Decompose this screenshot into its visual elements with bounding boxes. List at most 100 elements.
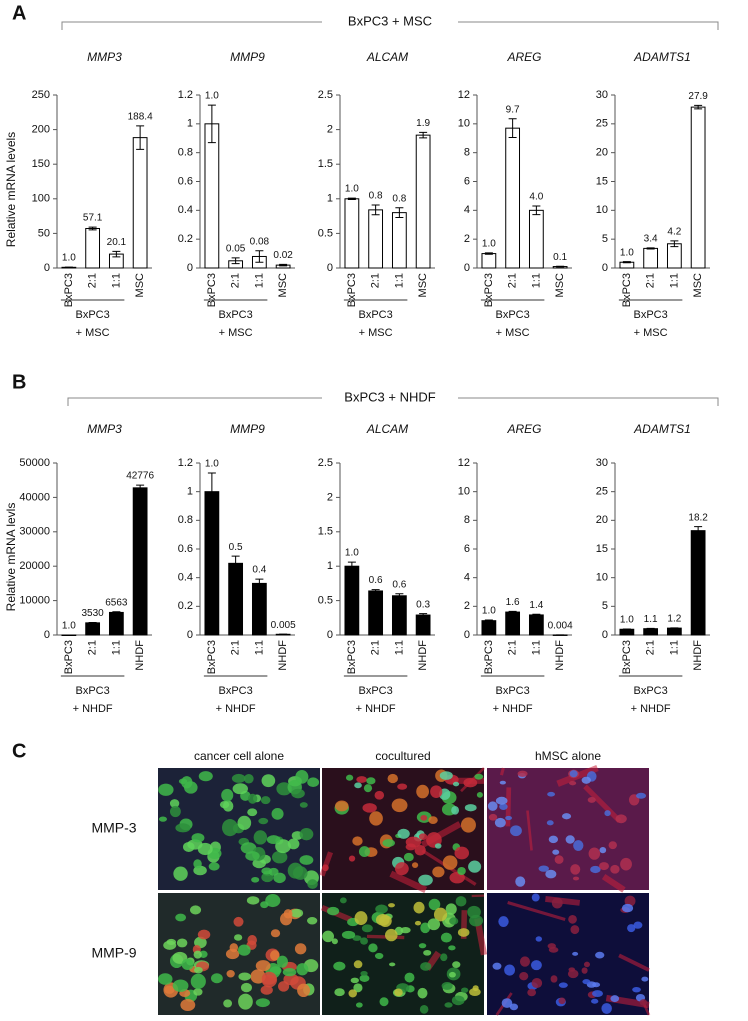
x-tick-label: 1:1 [110,273,122,288]
group-label: + NHDF [216,703,256,715]
y-tick-label: 0 [44,629,50,641]
cell [333,961,346,971]
error-bar [371,589,380,593]
cell [455,896,467,907]
cell [362,803,377,813]
micrograph-background [487,893,649,1015]
group-label: BxPC3 [496,685,530,697]
cell [191,833,205,843]
cell [432,866,445,878]
value-label: 6563 [105,597,128,608]
y-tick-label: 10 [596,204,608,216]
cell [442,855,458,870]
y-tick-label: 15 [596,175,608,187]
error-bar [622,628,631,631]
bar [505,611,521,636]
cell [180,998,196,1011]
cell [358,846,370,857]
fiber [545,896,581,906]
bar [132,487,148,636]
x-tick-label: 1:1 [253,640,265,655]
cell [572,951,579,956]
group-label: BxPC3 [496,309,530,321]
error-bar [347,561,356,571]
bar [666,627,682,636]
cell [158,816,167,822]
cell [369,811,383,826]
bar [85,227,101,269]
y-tick-label: 1 [327,193,333,205]
cell [292,866,308,880]
cell [247,808,258,817]
cell [299,855,314,865]
y-tick-label: 12 [458,89,470,101]
y-tick-label: 250 [32,89,50,101]
cell [565,835,575,844]
micrograph [320,893,488,1015]
fiber [499,767,505,776]
cell [270,950,280,961]
cell [499,803,508,810]
cell [624,895,636,907]
y-tick-label: 100 [32,193,50,205]
cell [260,796,271,805]
y-tick-label: 10000 [19,595,50,607]
cell [449,917,459,925]
value-label: 0.02 [273,250,293,261]
cell [568,914,577,924]
error-bar [371,204,380,216]
cell [271,850,288,864]
fiber [507,901,566,921]
cell [307,879,318,889]
cell [299,802,308,808]
x-tick-label: BxPC3 [206,640,218,674]
bar [368,209,384,269]
y-tick-label: 2 [464,233,470,245]
value-label: 0.6 [369,575,383,586]
value-label: 4.0 [529,192,543,203]
error-bar [255,250,264,263]
column-label: cocultured [375,749,430,763]
cell [307,916,318,925]
cell [547,943,556,949]
fiber [526,810,533,851]
value-label: 20.1 [107,237,127,248]
y-tick-label: 0 [464,262,470,274]
value-label: 1.0 [62,621,76,632]
value-label: 57.1 [83,213,103,224]
bar [643,628,659,636]
error-bar [484,619,493,622]
cell [546,820,554,826]
cell [243,773,254,784]
bar [344,198,360,269]
y-axis-label: Relative mRNA levels [4,132,18,247]
group-bracket [61,21,719,30]
cell [197,929,211,940]
cell [193,859,202,869]
x-tick-label: BxPC3 [63,640,75,674]
y-tick-label: 5 [602,233,608,245]
y-tick-label: 30 [596,89,608,101]
cell [275,839,291,854]
cell [229,943,238,953]
cell [282,968,297,977]
cell [440,932,452,943]
y-tick-label: 0 [187,262,193,274]
bar [528,209,544,269]
x-tick-label: 2:1 [230,273,242,288]
cell [531,977,543,989]
x-tick-label: 2:1 [370,640,382,655]
cell [581,776,591,784]
cell [247,935,257,946]
y-tick-label: 0.4 [178,572,193,584]
y-tick-label: 1.2 [178,89,193,101]
cell [444,1002,453,1008]
bar [690,106,706,269]
y-tick-label: 0.8 [178,514,193,526]
x-tick-label: 1:1 [393,273,405,288]
bar [391,595,407,636]
chart-title: MMP9 [230,422,265,436]
y-tick-label: 10 [458,486,470,498]
y-tick-label: 25 [596,118,608,130]
value-label: 27.9 [688,91,708,102]
